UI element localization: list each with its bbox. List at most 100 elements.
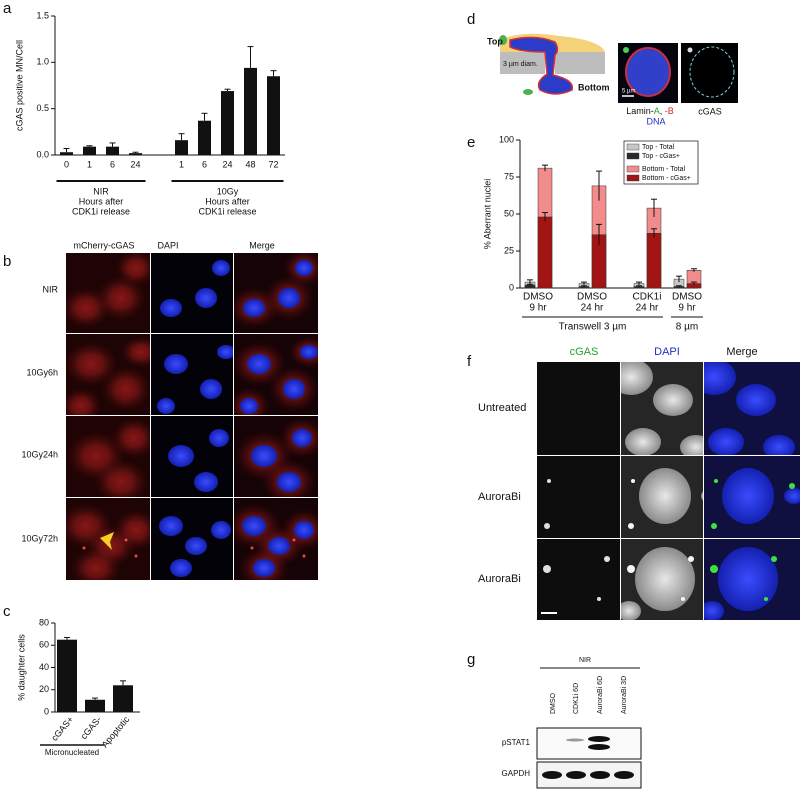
legend-swatch <box>626 174 640 182</box>
bar <box>57 639 77 712</box>
cgas-focus <box>597 597 601 601</box>
nucleus <box>653 384 693 416</box>
label-bottom: Bottom <box>578 82 610 92</box>
nucleus <box>242 516 266 536</box>
micrograph <box>234 253 318 333</box>
nucleus <box>292 429 312 447</box>
band <box>588 744 610 750</box>
bar <box>244 67 257 155</box>
group-label: Transwell 3 µm <box>559 322 627 333</box>
cgas-focus <box>547 479 551 483</box>
micrograph <box>537 362 620 455</box>
group-label: Hours after <box>205 196 250 206</box>
pore-label: 3 µm diam. <box>503 61 538 68</box>
bar <box>106 146 119 155</box>
micrograph <box>66 498 150 580</box>
row-label: 10Gy6h <box>26 367 58 377</box>
nucleus-shadow <box>83 445 109 467</box>
row-label: 10Gy72h <box>21 533 58 543</box>
legend-label: Bottom - cGas+ <box>642 175 691 182</box>
nucleus <box>159 516 183 536</box>
lamin-label: Lamin-A, -B <box>626 106 674 116</box>
nucleus <box>680 435 703 455</box>
nucleus <box>763 435 795 455</box>
bar <box>113 685 133 712</box>
bar <box>221 91 234 155</box>
nucleus-shadow <box>75 299 97 317</box>
nucleus <box>200 379 222 399</box>
micronucleus <box>292 538 296 542</box>
row-label: 10Gy24h <box>21 449 58 459</box>
x-tick-label: 6 <box>202 159 207 169</box>
nucleus <box>625 428 661 455</box>
row-label: AuroraBi <box>478 491 521 503</box>
cgas-label: cGAS <box>698 106 722 116</box>
nucleus <box>294 521 314 539</box>
y-tick-label: 100 <box>499 134 514 144</box>
nucleus <box>253 559 275 577</box>
nucleus <box>278 288 300 308</box>
x-tick-label: 48 <box>245 159 255 169</box>
legend-label: Top - cGas+ <box>642 153 680 160</box>
y-axis-label: % Aberrant nuclei <box>482 179 492 250</box>
micrograph <box>621 539 703 620</box>
bar <box>175 140 188 155</box>
cgas-focus <box>681 597 685 601</box>
micrograph <box>66 334 150 415</box>
y-axis-label: % daughter cells <box>16 634 26 701</box>
y-tick-label: 1.5 <box>36 10 49 20</box>
panel-letter: g <box>467 651 475 668</box>
x-tick-label: 72 <box>268 159 278 169</box>
legend-swatch <box>626 165 640 173</box>
panel-letter: f <box>467 353 472 370</box>
nucleus <box>194 472 218 492</box>
x-tick-label: 1 <box>179 159 184 169</box>
band <box>588 736 610 742</box>
nucleus <box>251 445 277 467</box>
cgas-focus <box>544 523 550 529</box>
nucleus-shadow <box>72 398 90 414</box>
arrowhead <box>100 532 114 550</box>
nucleus <box>509 36 574 95</box>
column-label: DAPI <box>654 346 680 358</box>
y-tick-label: 1.0 <box>36 57 49 67</box>
cgas-focus <box>711 523 717 529</box>
micronucleus <box>302 554 306 558</box>
scale-label: 5 µm <box>622 89 635 95</box>
cgas-focus <box>764 597 768 601</box>
y-tick-label: 0.0 <box>36 149 49 159</box>
nucleus <box>212 260 230 276</box>
nucleus <box>718 547 778 611</box>
group-label: Hours after <box>79 196 124 206</box>
micrograph <box>234 498 318 580</box>
nucleus <box>295 260 313 276</box>
lane-label: CDK1i 6D <box>573 683 580 714</box>
group-label: 10Gy <box>217 186 239 196</box>
column-label: mCherry-cGAS <box>73 240 134 250</box>
nucleus <box>704 601 724 620</box>
x-tick-label: CDK1i <box>633 292 662 303</box>
nucleus <box>639 468 691 524</box>
cgas-focus <box>710 565 718 573</box>
nucleus <box>170 559 192 577</box>
nucleus <box>209 429 229 447</box>
micronucleus <box>623 47 629 53</box>
nucleus <box>164 354 188 374</box>
nucleus-shadow <box>110 288 132 308</box>
group-label: NIR <box>93 186 109 196</box>
micrograph <box>704 539 800 620</box>
nucleus-shadow <box>126 521 146 539</box>
label-top: Top <box>487 36 503 46</box>
nucleus-shadow <box>132 345 150 359</box>
micrograph <box>66 253 150 333</box>
panel-letter: c <box>3 603 11 620</box>
cgas-focus <box>771 556 777 562</box>
legend-label: Top - Total <box>642 144 675 151</box>
nucleus-shadow <box>74 516 98 536</box>
micronucleus <box>523 89 533 95</box>
column-label: DAPI <box>157 240 178 250</box>
nucleus <box>211 521 231 539</box>
panel-letter: e <box>467 134 475 151</box>
